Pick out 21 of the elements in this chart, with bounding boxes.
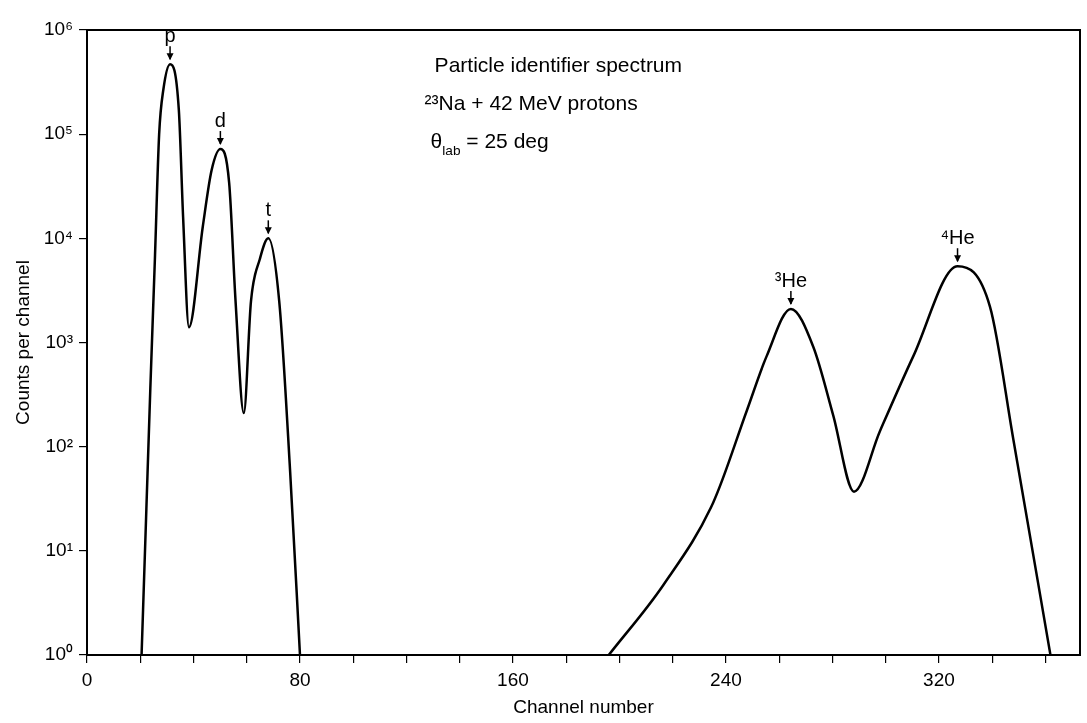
y-tick-label: 10⁵: [43, 122, 73, 144]
y-tick-label: 10³: [45, 330, 73, 352]
y-tick-label: 10⁰: [44, 643, 73, 665]
text: Particle identifier spectrum: [434, 53, 683, 76]
y-tick-label: 10⁶: [44, 18, 73, 40]
annotation: ⁴He: [940, 226, 975, 249]
y-tick-label: 10⁴: [43, 226, 73, 248]
x-tick-label: 320: [923, 668, 955, 690]
annotation: t: [265, 198, 272, 221]
annotation: d: [214, 109, 226, 132]
text: ²³Na + 42 MeV protons: [424, 91, 638, 114]
y-tick-label: 10¹: [45, 539, 73, 561]
y-tick-label: 10²: [45, 434, 73, 456]
x-tick-label: 240: [710, 668, 742, 690]
annotation: ³He: [774, 268, 808, 291]
annotation: p: [164, 24, 176, 47]
x-axis-title: Channel number: [513, 695, 655, 717]
x-tick-label: 80: [289, 668, 311, 690]
x-tick-label: 0: [81, 668, 93, 690]
y-axis-title: Counts per channel: [11, 260, 33, 425]
x-tick-label: 160: [497, 668, 529, 690]
